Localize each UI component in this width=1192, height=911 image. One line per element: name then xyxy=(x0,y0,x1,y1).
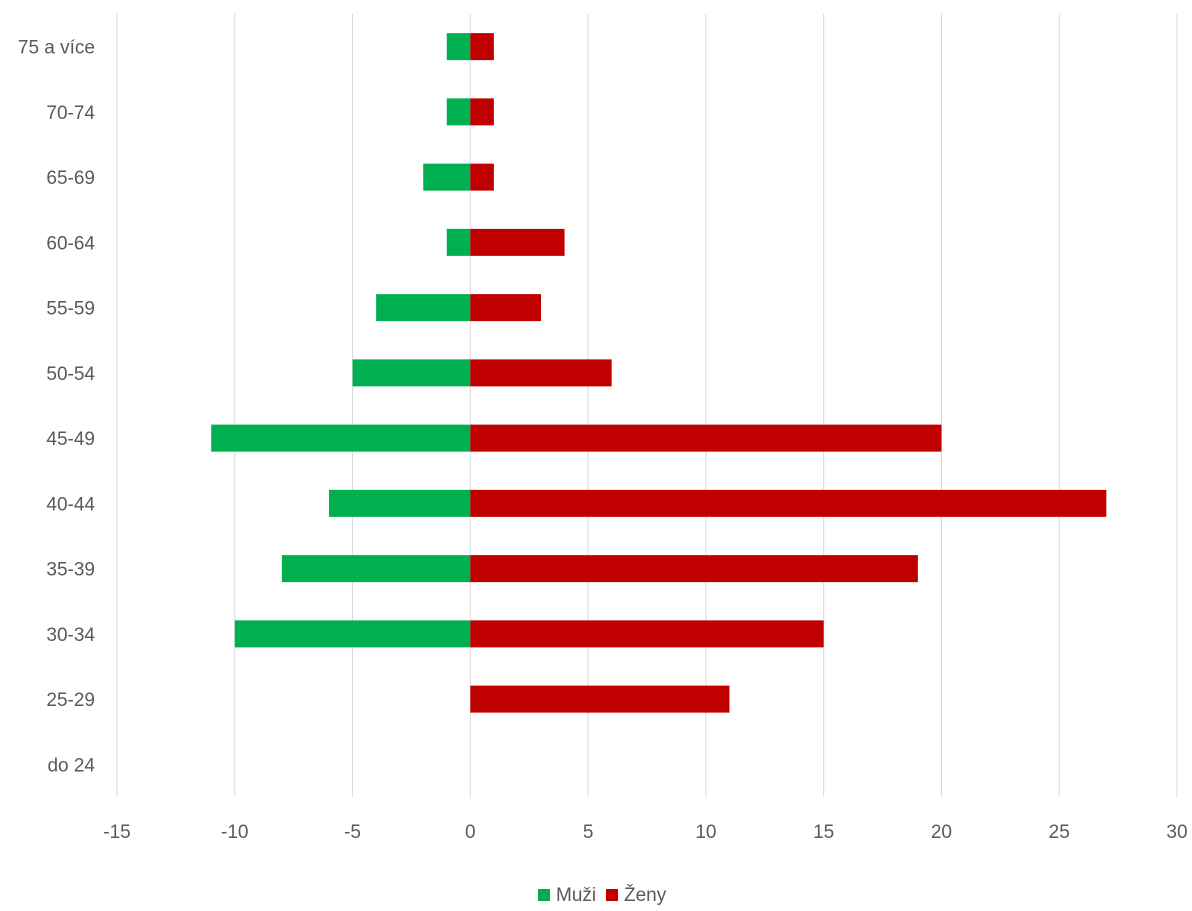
x-tick-label: 30 xyxy=(1166,822,1187,843)
bar-zeny xyxy=(470,620,824,648)
bar-zeny xyxy=(470,98,494,126)
y-category-label: 75 a více xyxy=(18,38,95,59)
x-tick-label: 0 xyxy=(465,822,476,843)
bar-zeny xyxy=(470,685,730,713)
bar-zeny xyxy=(470,359,612,387)
bar-muzi xyxy=(446,228,471,256)
y-category-label: 50-54 xyxy=(46,364,95,385)
x-tick-label: 25 xyxy=(1049,822,1070,843)
y-category-label: 45-49 xyxy=(46,429,95,450)
bar-muzi xyxy=(423,163,471,191)
legend-swatch-zeny xyxy=(606,889,618,901)
bar-muzi xyxy=(281,555,471,583)
x-tick-label: -15 xyxy=(103,822,130,843)
bar-zeny xyxy=(470,228,565,256)
y-category-label: 35-39 xyxy=(46,560,95,581)
bar-muzi xyxy=(376,294,471,322)
bar-zeny xyxy=(470,294,541,322)
bar-zeny xyxy=(470,555,918,583)
x-tick-label: -5 xyxy=(344,822,361,843)
x-tick-label: 20 xyxy=(931,822,952,843)
bar-muzi xyxy=(446,33,471,61)
bar-muzi xyxy=(446,98,471,126)
y-category-label: 70-74 xyxy=(46,103,95,124)
bar-zeny xyxy=(470,424,942,452)
y-category-label: 60-64 xyxy=(46,233,95,254)
bar-zeny xyxy=(470,33,494,61)
y-category-label: 40-44 xyxy=(46,494,95,515)
bar-muzi xyxy=(211,424,471,452)
bar-muzi xyxy=(234,620,471,648)
y-category-label: 25-29 xyxy=(46,690,95,711)
legend-swatch-muzi xyxy=(538,889,550,901)
bar-zeny xyxy=(470,489,1107,517)
x-tick-label: 5 xyxy=(583,822,594,843)
x-tick-label: 15 xyxy=(813,822,834,843)
legend-label-muzi: Muži xyxy=(556,885,596,906)
bar-muzi xyxy=(352,359,471,387)
bar-zeny xyxy=(470,163,494,191)
y-category-label: 65-69 xyxy=(46,168,95,189)
x-tick-label: -10 xyxy=(221,822,248,843)
legend-label-zeny: Ženy xyxy=(624,884,667,906)
x-tick-label: 10 xyxy=(695,822,716,843)
y-category-label: 55-59 xyxy=(46,299,95,320)
y-category-label: 30-34 xyxy=(46,625,95,646)
y-category-label: do 24 xyxy=(47,755,95,776)
bar-muzi xyxy=(329,489,471,517)
